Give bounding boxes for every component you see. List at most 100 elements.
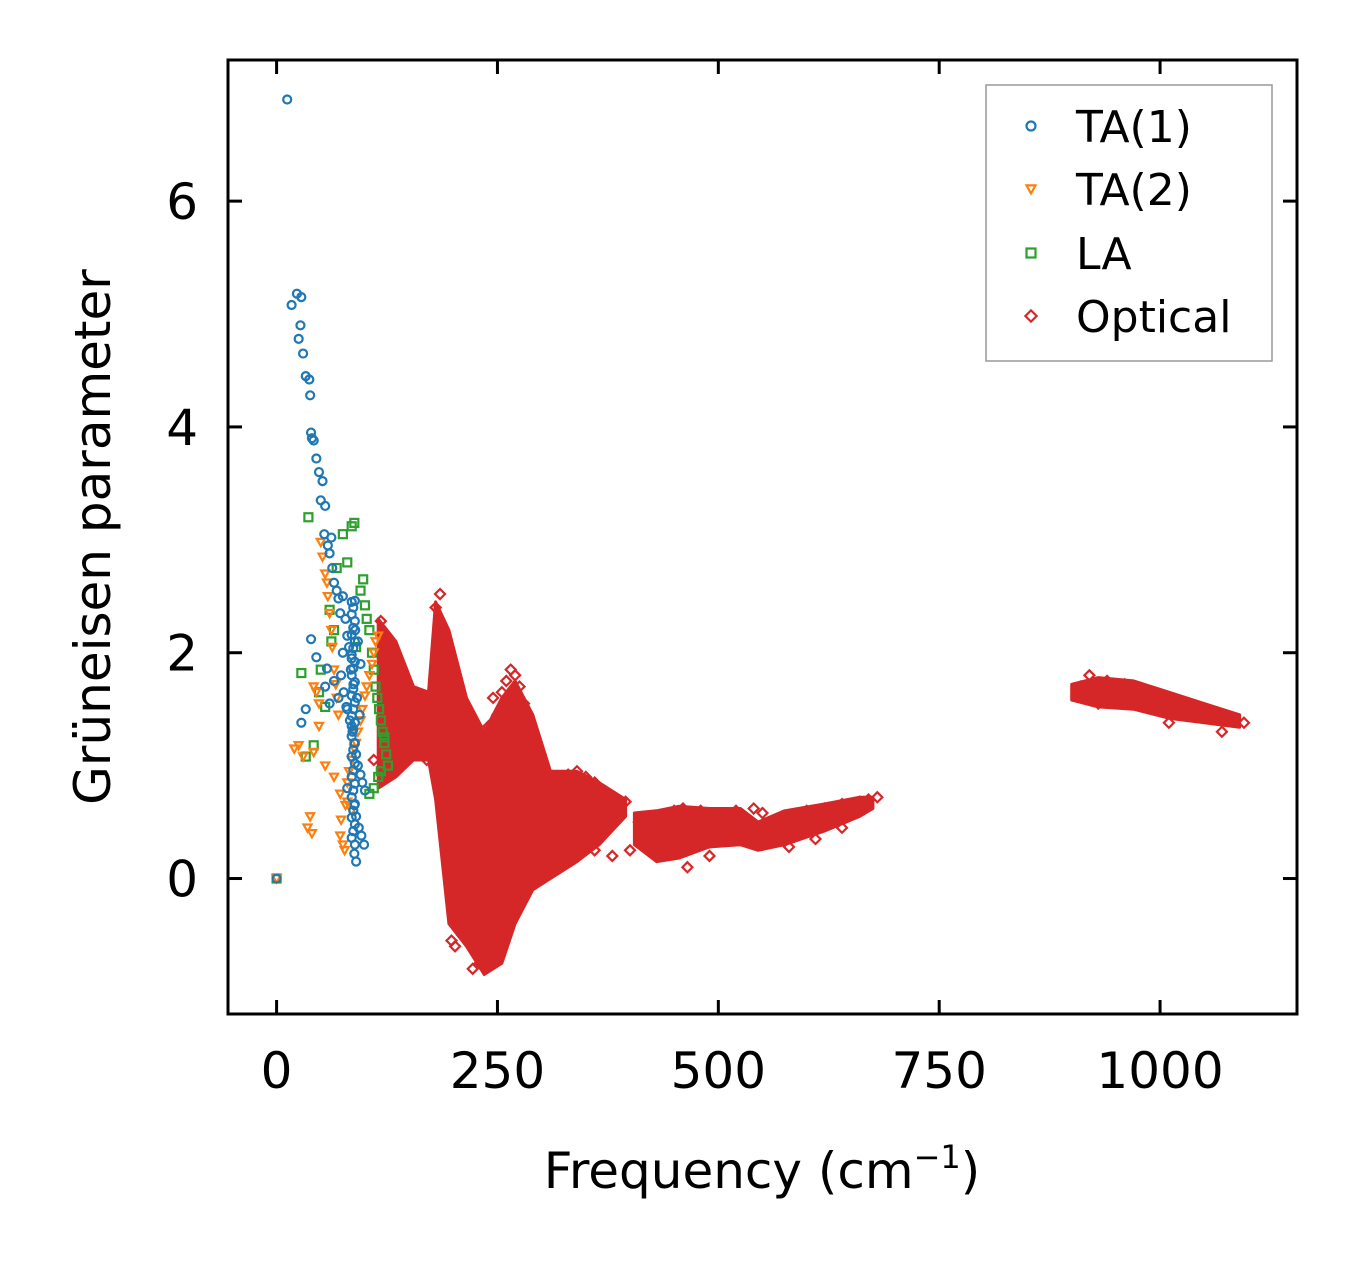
optical-point bbox=[1188, 702, 1202, 716]
optical-point bbox=[1135, 684, 1149, 698]
la-point bbox=[368, 783, 379, 794]
optical-point bbox=[429, 601, 443, 615]
y-tick-label: 6 bbox=[166, 173, 198, 231]
legend-label-la: LA bbox=[1076, 229, 1132, 280]
ta1-point bbox=[305, 634, 317, 645]
ta2-point bbox=[360, 682, 373, 693]
legend-marker-optical bbox=[1023, 308, 1039, 324]
optical-point bbox=[588, 843, 602, 857]
optical-point bbox=[1153, 691, 1167, 705]
axis-ticks: 0 250 500 750 1000 0 2 4 6 bbox=[166, 60, 1297, 1100]
ta2-point bbox=[319, 569, 332, 580]
ta1-point bbox=[337, 591, 348, 602]
la-point bbox=[373, 704, 385, 715]
ta2-point bbox=[326, 642, 339, 654]
ta1-point bbox=[349, 595, 360, 606]
ta1-point bbox=[296, 291, 307, 303]
optical-point bbox=[552, 855, 566, 869]
ta1-point bbox=[324, 698, 335, 709]
optical-point bbox=[680, 860, 694, 874]
ta2-point bbox=[336, 840, 349, 851]
optical-point bbox=[747, 801, 761, 816]
x-tick-label: 250 bbox=[450, 1042, 545, 1100]
ta2-point bbox=[288, 744, 301, 755]
ta1-point bbox=[335, 670, 347, 681]
ta2-point bbox=[292, 740, 305, 752]
y-tick-label: 2 bbox=[166, 625, 198, 683]
optical-point bbox=[694, 804, 708, 818]
optical-point bbox=[632, 815, 646, 829]
la-point bbox=[303, 512, 314, 523]
legend-marker-ta2 bbox=[1024, 184, 1038, 196]
optical-point bbox=[808, 832, 823, 846]
optical-point bbox=[512, 680, 527, 694]
optical-point bbox=[517, 696, 531, 711]
ta2-point bbox=[306, 829, 318, 840]
x-tick-label: 0 bbox=[261, 1042, 293, 1100]
ta2-point bbox=[356, 704, 369, 716]
optical-point bbox=[473, 838, 487, 852]
ta2-point bbox=[325, 625, 338, 637]
optical-point bbox=[436, 623, 450, 637]
ta1-point bbox=[326, 532, 337, 543]
ta2-point bbox=[316, 552, 329, 564]
y-tick-label: 4 bbox=[166, 399, 198, 457]
plot-frame bbox=[226, 58, 1299, 1016]
ta2-point bbox=[334, 789, 347, 801]
optical-point bbox=[543, 776, 558, 790]
optical-point bbox=[1162, 716, 1176, 730]
y-axis-title: Grüneisen parameter bbox=[64, 269, 122, 805]
optical-point bbox=[367, 753, 381, 767]
ta1-point bbox=[293, 333, 304, 344]
optical-point bbox=[459, 849, 474, 863]
ta1-point bbox=[327, 562, 338, 574]
ta1-point bbox=[321, 663, 333, 674]
ta1-point bbox=[311, 652, 322, 663]
ta1-point bbox=[320, 681, 331, 692]
optical-point bbox=[1082, 668, 1096, 682]
la-point bbox=[370, 681, 381, 692]
ta1-point bbox=[322, 540, 333, 551]
optical-point bbox=[588, 776, 602, 790]
ta2-point bbox=[323, 608, 336, 620]
optical-point bbox=[402, 696, 416, 711]
ta1-point bbox=[342, 704, 353, 715]
optical-point bbox=[486, 691, 500, 705]
optical-point bbox=[466, 962, 480, 976]
ta2-point bbox=[307, 682, 320, 693]
ta1-point bbox=[328, 577, 340, 588]
legend-marker-ta1 bbox=[1025, 120, 1037, 132]
legend: TA(1) TA(2) LA Optical bbox=[985, 84, 1273, 362]
optical-point bbox=[530, 871, 544, 886]
legend-label-ta1: TA(1) bbox=[1075, 102, 1192, 153]
ta2-point bbox=[319, 761, 332, 772]
ta2-point bbox=[321, 591, 334, 603]
la-point bbox=[379, 732, 390, 743]
optical-point bbox=[596, 783, 611, 798]
optical-point bbox=[1237, 716, 1251, 730]
ta2-point bbox=[313, 721, 325, 733]
optical-point bbox=[473, 956, 487, 970]
optical-point bbox=[501, 894, 515, 908]
optical-point bbox=[393, 680, 407, 694]
ta1-point bbox=[282, 94, 293, 105]
scatter-points bbox=[270, 94, 1251, 976]
la-point bbox=[372, 692, 383, 703]
ta2-point bbox=[372, 631, 385, 643]
optical-point bbox=[495, 685, 509, 699]
ta2-point bbox=[301, 823, 314, 834]
optical-point bbox=[455, 838, 469, 852]
optical-point bbox=[420, 753, 434, 767]
la-point bbox=[315, 664, 326, 675]
ta1-point bbox=[320, 500, 331, 512]
optical-point bbox=[552, 772, 566, 786]
optical-point bbox=[782, 809, 796, 823]
ta1-point bbox=[359, 785, 371, 796]
optical-point bbox=[755, 806, 770, 820]
optical-band-cloud bbox=[376, 600, 1242, 976]
y-tick-label: 0 bbox=[166, 851, 198, 909]
ta1-point bbox=[306, 433, 318, 444]
la-point bbox=[379, 737, 390, 749]
ta1-point bbox=[305, 390, 316, 401]
optical-point bbox=[870, 790, 884, 804]
